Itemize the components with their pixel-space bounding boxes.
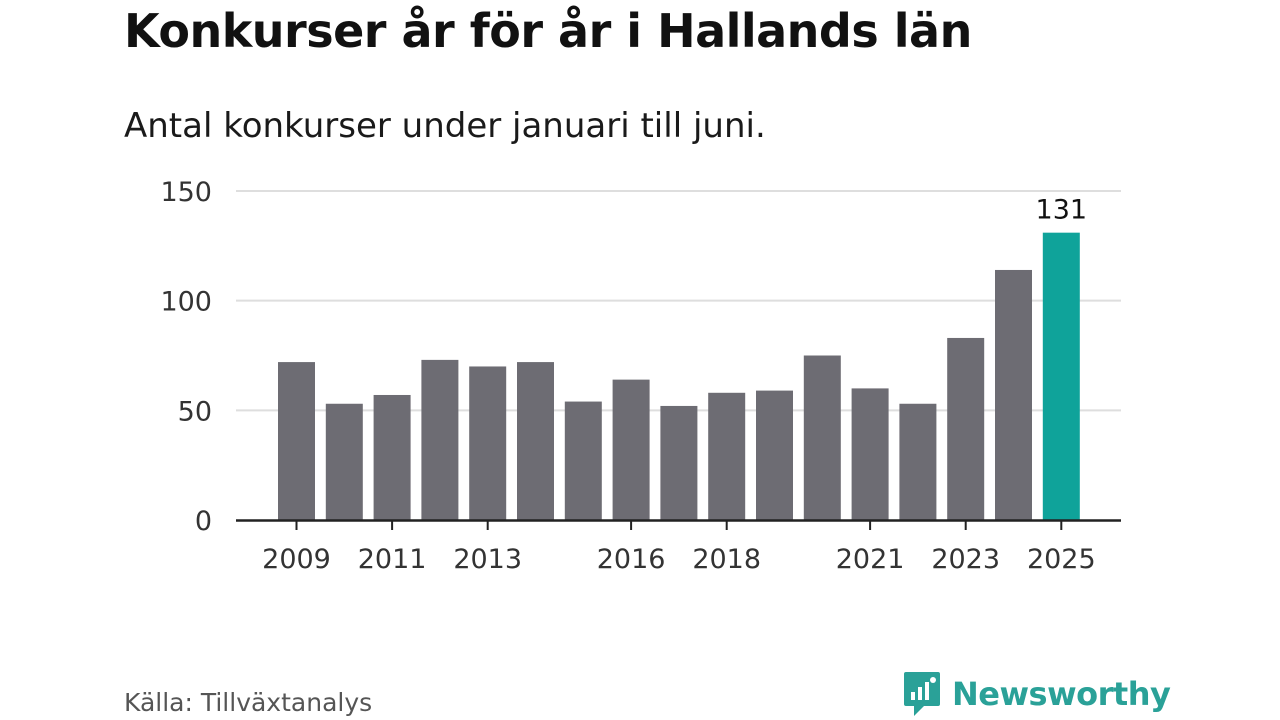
x-tick-label: 2025 — [1027, 544, 1096, 575]
bar-2025 — [1042, 232, 1080, 520]
bar-2011 — [373, 394, 411, 520]
y-tick-label: 150 — [160, 177, 212, 208]
chart-title: Konkurser år för år i Hallands län — [124, 4, 972, 58]
bar-2023 — [947, 337, 985, 520]
x-tick-label: 2016 — [597, 544, 666, 575]
y-tick-label: 0 — [195, 506, 212, 537]
bar-2018 — [708, 392, 746, 520]
y-axis-ticks: 0 50 100 150 — [160, 177, 212, 537]
bar-2017 — [660, 405, 698, 520]
bar-2022 — [899, 403, 937, 520]
chart-subtitle: Antal konkurser under januari till juni. — [124, 106, 766, 146]
data-labels: 131 — [1036, 195, 1088, 226]
brand-logo: Newsworthy — [902, 668, 1171, 720]
x-tick-label: 2013 — [453, 544, 522, 575]
y-tick-label: 100 — [160, 287, 212, 318]
data-label-2025: 131 — [1036, 195, 1088, 226]
bar-2013 — [469, 366, 507, 520]
bars — [278, 232, 1080, 520]
bar-2024 — [995, 269, 1032, 520]
x-tick-label: 2021 — [836, 544, 905, 575]
y-tick-label: 50 — [178, 396, 212, 427]
brand-name: Newsworthy — [952, 675, 1171, 713]
x-tick-label: 2023 — [931, 544, 1000, 575]
bar-2016 — [612, 379, 650, 520]
bar-2019 — [756, 390, 793, 520]
bar-2012 — [421, 359, 459, 520]
bar-2015 — [564, 401, 602, 520]
bar-2021 — [851, 388, 889, 520]
bar-2009 — [278, 362, 315, 520]
bar-2020 — [803, 355, 841, 520]
x-tick-label: 2018 — [692, 544, 761, 575]
newsworthy-logo-icon — [904, 672, 940, 716]
x-axis-ticks: 2009 2011 2013 2016 2018 2021 2023 2025 — [262, 520, 1096, 575]
x-tick-label: 2009 — [262, 544, 331, 575]
grid-lines — [236, 190, 1121, 412]
source-note: Källa: Tillväxtanalys — [124, 688, 373, 717]
bar-2014 — [517, 362, 554, 520]
bar-2010 — [325, 403, 363, 520]
x-tick-label: 2011 — [358, 544, 427, 575]
